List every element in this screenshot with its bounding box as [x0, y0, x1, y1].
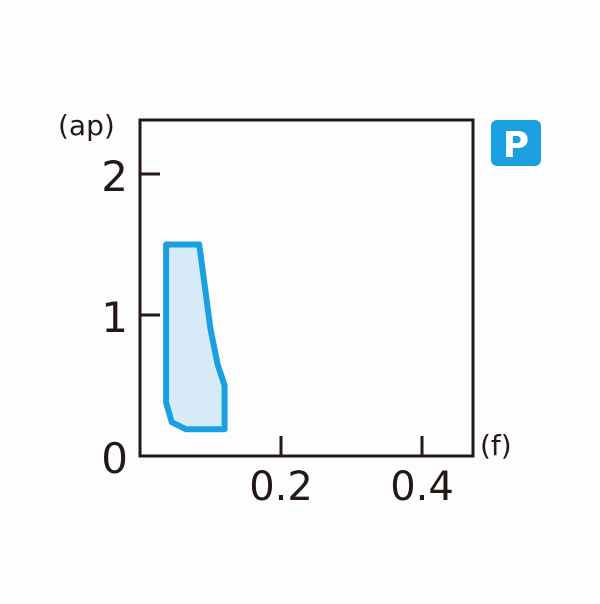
x-tick-label-0.2: 0.2 [249, 464, 313, 510]
x-tick-label-0.4: 0.4 [390, 464, 454, 510]
x-axis-label: (f) [480, 429, 512, 462]
plot-frame [138, 118, 475, 458]
applicable-region [163, 241, 228, 433]
y-tick-label-2: 2 [101, 152, 128, 201]
grade-badge-label: P [503, 125, 529, 166]
y-tick-label-1: 1 [101, 293, 128, 342]
grade-badge [491, 120, 541, 166]
y-axis-label: (ap) [58, 109, 115, 142]
y-tick-label-0: 0 [101, 434, 128, 483]
